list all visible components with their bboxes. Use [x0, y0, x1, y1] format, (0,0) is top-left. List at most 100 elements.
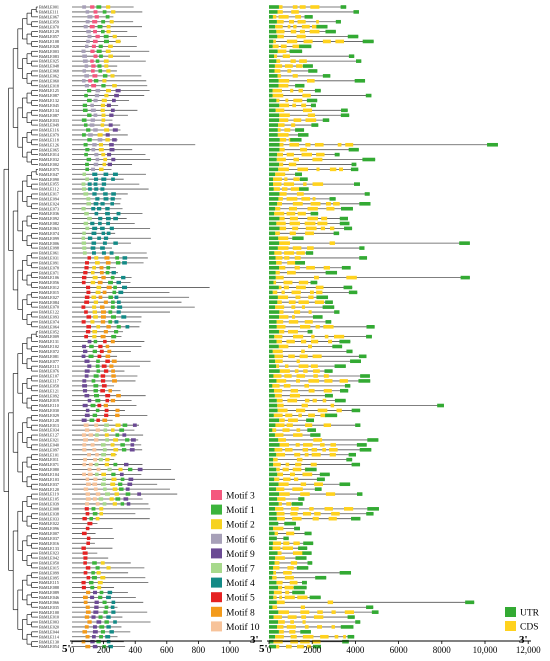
motif-box — [114, 320, 119, 324]
motif-box — [93, 487, 98, 491]
motif-box — [112, 172, 118, 176]
utr-box — [269, 610, 279, 614]
cds-box — [272, 349, 283, 354]
cds-box — [283, 285, 289, 290]
motif-box — [85, 644, 91, 649]
utr-box — [325, 413, 338, 418]
cds-box — [275, 108, 285, 113]
utr-box — [334, 152, 340, 157]
motif-box — [95, 453, 99, 457]
motif-box — [125, 325, 130, 329]
utr-box — [269, 226, 280, 231]
cds-box — [285, 98, 289, 103]
cds-box — [276, 339, 283, 344]
motif-box — [94, 152, 99, 157]
utr-box — [269, 575, 273, 580]
cds-box — [284, 585, 294, 590]
motif-box — [83, 143, 88, 147]
gene-label: BhMLE108 — [39, 39, 59, 44]
motif-box — [82, 69, 86, 73]
motif-box — [86, 315, 92, 319]
utr-box — [269, 177, 274, 181]
utr-box — [269, 571, 274, 575]
cds-box — [278, 329, 285, 334]
cds-box — [278, 620, 285, 624]
utr-box — [315, 575, 327, 580]
motif-box — [112, 98, 116, 103]
cds-box — [313, 374, 318, 378]
utr-box — [269, 147, 280, 152]
gene-id-labels: BhMLE001BhMLE111BhMLE067BhMLE059BhMLE070… — [39, 5, 60, 650]
motif-box — [93, 610, 99, 614]
motif-box — [115, 423, 121, 427]
motif-box — [101, 152, 106, 157]
motif-box — [90, 59, 94, 63]
cds-box — [283, 280, 293, 285]
cds-box — [295, 443, 300, 447]
cds-box — [301, 615, 307, 619]
motif-box — [91, 251, 96, 255]
motif-box — [82, 59, 88, 63]
utr-box — [295, 261, 306, 265]
motif-box — [106, 29, 111, 34]
gene-label: BhMLE021 — [39, 438, 59, 443]
cds-box — [277, 10, 283, 14]
cds-box — [297, 644, 304, 649]
motif-box — [102, 600, 107, 605]
motif-box — [107, 152, 112, 157]
motif-box — [101, 118, 106, 122]
motif-box — [88, 354, 94, 359]
motif-box — [114, 492, 119, 496]
cds-box — [292, 516, 302, 521]
utr-box — [269, 344, 279, 349]
cds-box — [273, 388, 283, 393]
cds-box — [339, 379, 348, 383]
motif-box — [81, 49, 86, 53]
cds-box — [274, 561, 280, 565]
gene-label: BhMLE058 — [39, 383, 59, 388]
motif-box — [93, 113, 98, 117]
cds-box — [320, 443, 325, 447]
gene-label: BhMLE006 — [39, 241, 59, 246]
motif-box — [116, 211, 121, 216]
cds-box — [312, 516, 319, 521]
cds-box — [346, 275, 357, 280]
motif-box — [82, 54, 87, 58]
gene-label: BhMLE042 — [39, 556, 59, 561]
cds-box — [308, 413, 315, 418]
motif-box — [120, 477, 125, 482]
motif-box — [101, 20, 106, 24]
motif-box — [83, 600, 88, 605]
cds-box — [287, 398, 298, 403]
cds-box — [292, 5, 298, 9]
cds-box — [304, 320, 313, 324]
motif-box — [110, 197, 115, 201]
cds-box — [292, 202, 303, 206]
utr-box — [269, 630, 279, 634]
motif-box — [111, 270, 116, 275]
gene-label: BhMLE014 — [39, 152, 60, 157]
motif-box — [92, 305, 97, 309]
gene-label: BhMLE067 — [39, 14, 59, 19]
motif-box — [94, 187, 99, 191]
motif-box — [81, 433, 87, 437]
utr-box — [343, 285, 353, 290]
utr-box — [269, 187, 274, 191]
cds-box — [303, 369, 308, 373]
utr-box — [299, 44, 312, 49]
utr-box — [269, 551, 278, 555]
motif-box — [84, 64, 89, 68]
utr-box — [269, 497, 278, 501]
utr-box — [269, 438, 279, 442]
utr-box — [269, 157, 277, 162]
gene-label: BhMLE099 — [39, 236, 59, 241]
utr-box — [269, 231, 276, 236]
motif-box — [92, 349, 97, 354]
motif-box — [99, 590, 104, 595]
utr-box — [294, 526, 300, 531]
cds-box — [331, 511, 340, 516]
utr-box — [307, 561, 313, 565]
motif-box — [90, 103, 94, 108]
cds-box — [292, 74, 298, 78]
